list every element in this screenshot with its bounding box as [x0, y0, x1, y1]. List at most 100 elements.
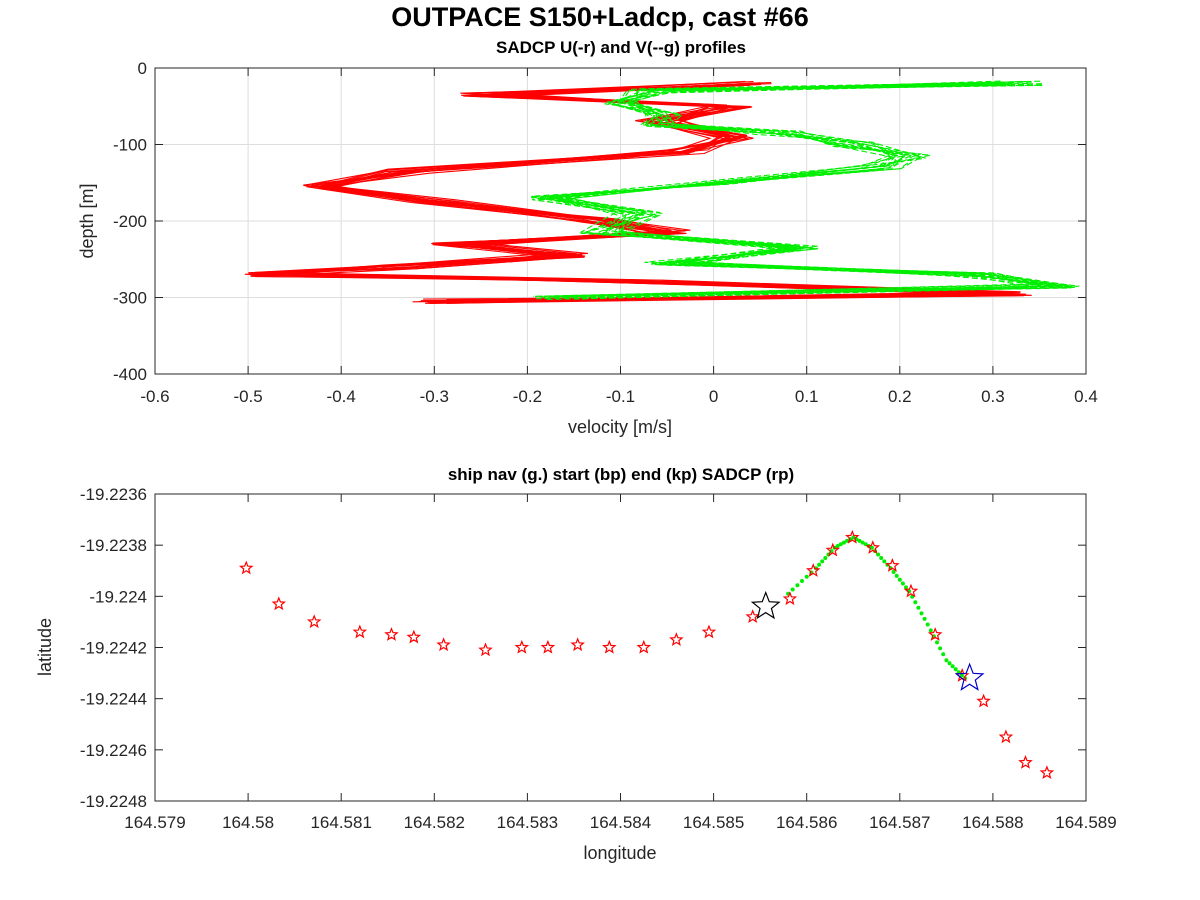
ship-nav-point	[817, 562, 822, 567]
ship-nav-point	[944, 658, 949, 663]
sadcp-star-marker	[669, 632, 684, 647]
ship-nav-point	[922, 616, 927, 621]
v-velocity-profile-line	[532, 80, 1044, 297]
chart1-x-tick-label: -0.1	[606, 387, 635, 406]
chart2-x-tick-label: 164.581	[310, 813, 371, 832]
velocity-profile-chart: SADCP U(-r) and V(--g) profiles -0.6 -0.5…	[77, 38, 1098, 437]
u-velocity-profile-line	[283, 84, 1024, 303]
sadcp-star-marker	[998, 729, 1014, 744]
chart1-x-tick-label: 0.2	[888, 387, 912, 406]
sadcp-star-marker	[845, 529, 860, 544]
ship-nav-point	[879, 556, 884, 560]
chart1-ticks: -0.6 -0.5 -0.4 -0.3 -0.2 -0.1 0 0.1 0.2 0.3 0.4 -40…	[113, 59, 1098, 406]
chart1-y-tick-label: 0	[138, 59, 147, 78]
ship-nav-point	[904, 585, 908, 590]
sadcp-star-marker	[514, 639, 530, 654]
sadcp-star-marker	[540, 639, 556, 654]
chart1-y-axis-label: depth [m]	[77, 183, 97, 258]
chart2-x-tick-label: 164.587	[869, 813, 930, 832]
sadcp-star-marker	[636, 639, 652, 654]
chart2-x-tick-label: 164.585	[683, 813, 744, 832]
ship-nav-point	[857, 538, 862, 543]
chart2-x-tick-label: 164.589	[1055, 813, 1116, 832]
chart2-y-tick-label: -19.2238	[80, 536, 147, 555]
v-velocity-profile-line	[530, 84, 1074, 300]
sadcp-star-marker	[865, 540, 881, 554]
chart1-plot-area	[244, 80, 1080, 304]
sadcp-star-marker	[745, 609, 760, 623]
chart1-y-tick-label: -300	[113, 289, 147, 308]
v-velocity-profile-line	[532, 82, 1076, 297]
chart2-plot-area	[238, 529, 1055, 780]
sadcp-star-marker	[976, 693, 991, 708]
ship-nav-point	[795, 583, 800, 588]
sadcp-star-marker	[436, 637, 451, 652]
chart2-y-tick-label: -19.224	[89, 587, 147, 606]
chart1-x-tick-label: 0.1	[795, 387, 819, 406]
sadcp-star-marker	[602, 639, 617, 654]
ship-nav-point	[941, 652, 946, 657]
chart2-title: ship nav (g.) start (bp) end (kp) SADCP …	[448, 465, 794, 484]
chart2-x-tick-label: 164.586	[776, 813, 837, 832]
sadcp-star-marker	[306, 614, 322, 629]
ship-nav-point	[916, 605, 921, 610]
chart2-x-tick-label: 164.58	[222, 813, 274, 832]
chart2-ticks: 164.579 164.58 164.581 164.582 164.583 164.58…	[80, 485, 1117, 832]
sadcp-star-marker	[570, 637, 585, 652]
ship-nav-chart: ship nav (g.) start (bp) end (kp) SADCP …	[35, 465, 1117, 863]
sadcp-star-marker	[903, 583, 919, 598]
chart2-x-tick-label: 164.588	[962, 813, 1023, 832]
chart2-x-tick-label: 164.584	[590, 813, 651, 832]
sadcp-star-marker	[1039, 765, 1055, 780]
sadcp-star-marker	[406, 629, 422, 644]
ship-nav-point	[913, 600, 918, 605]
ship-nav-point	[953, 667, 958, 672]
u-velocity-profile-line	[251, 84, 997, 303]
ship-nav-point	[835, 544, 840, 548]
ship-nav-point	[928, 628, 933, 633]
chart1-x-tick-label: -0.6	[140, 387, 169, 406]
start-position-star	[954, 662, 985, 691]
chart1-x-tick-label: 0	[709, 387, 718, 406]
ship-nav-point	[919, 611, 924, 616]
chart1-y-tick-label: -400	[113, 365, 147, 384]
chart2-y-tick-label: -19.2244	[80, 690, 147, 709]
sadcp-star-marker	[927, 627, 943, 641]
ship-nav-point	[800, 579, 804, 583]
ship-nav-point	[882, 559, 887, 564]
chart1-x-axis-label: velocity [m/s]	[568, 417, 672, 437]
ship-nav-point	[935, 640, 939, 645]
sadcp-star-marker	[478, 642, 493, 657]
ship-nav-point	[790, 587, 795, 592]
sadcp-star-marker	[352, 624, 368, 639]
ship-nav-point	[804, 574, 809, 579]
ship-nav-point	[900, 581, 905, 586]
ship-nav-point	[841, 540, 846, 545]
figure-title: OUTPACE S150+Ladcp, cast #66	[391, 2, 809, 32]
sadcp-star-marker	[271, 596, 287, 611]
sadcp-star-marker	[384, 627, 399, 641]
chart1-y-tick-label: -200	[113, 212, 147, 231]
chart2-y-tick-label: -19.2242	[80, 639, 147, 658]
chart2-x-axis-label: longitude	[583, 843, 656, 863]
ship-nav-point	[820, 559, 825, 564]
chart2-x-tick-label: 164.583	[497, 813, 558, 832]
ship-nav-point	[860, 540, 865, 545]
chart2-x-tick-label: 164.582	[404, 813, 465, 832]
ship-nav-point	[891, 570, 896, 574]
ship-nav-point	[845, 538, 849, 543]
ship-nav-point	[838, 542, 843, 547]
chart1-x-tick-label: -0.4	[327, 387, 356, 406]
chart2-axes-box	[154, 493, 1087, 802]
sadcp-star-marker	[1018, 754, 1033, 769]
v-velocity-profile-line	[537, 80, 1076, 300]
sadcp-star-marker	[825, 542, 841, 557]
ship-nav-point	[894, 573, 899, 578]
chart2-y-tick-label: -19.2236	[80, 485, 147, 504]
sadcp-star-marker	[701, 624, 717, 639]
chart2-y-tick-label: -19.2246	[80, 741, 147, 760]
chart1-x-tick-label: 0.3	[981, 387, 1005, 406]
sadcp-star-marker	[805, 563, 821, 577]
ship-nav-point	[897, 577, 902, 582]
